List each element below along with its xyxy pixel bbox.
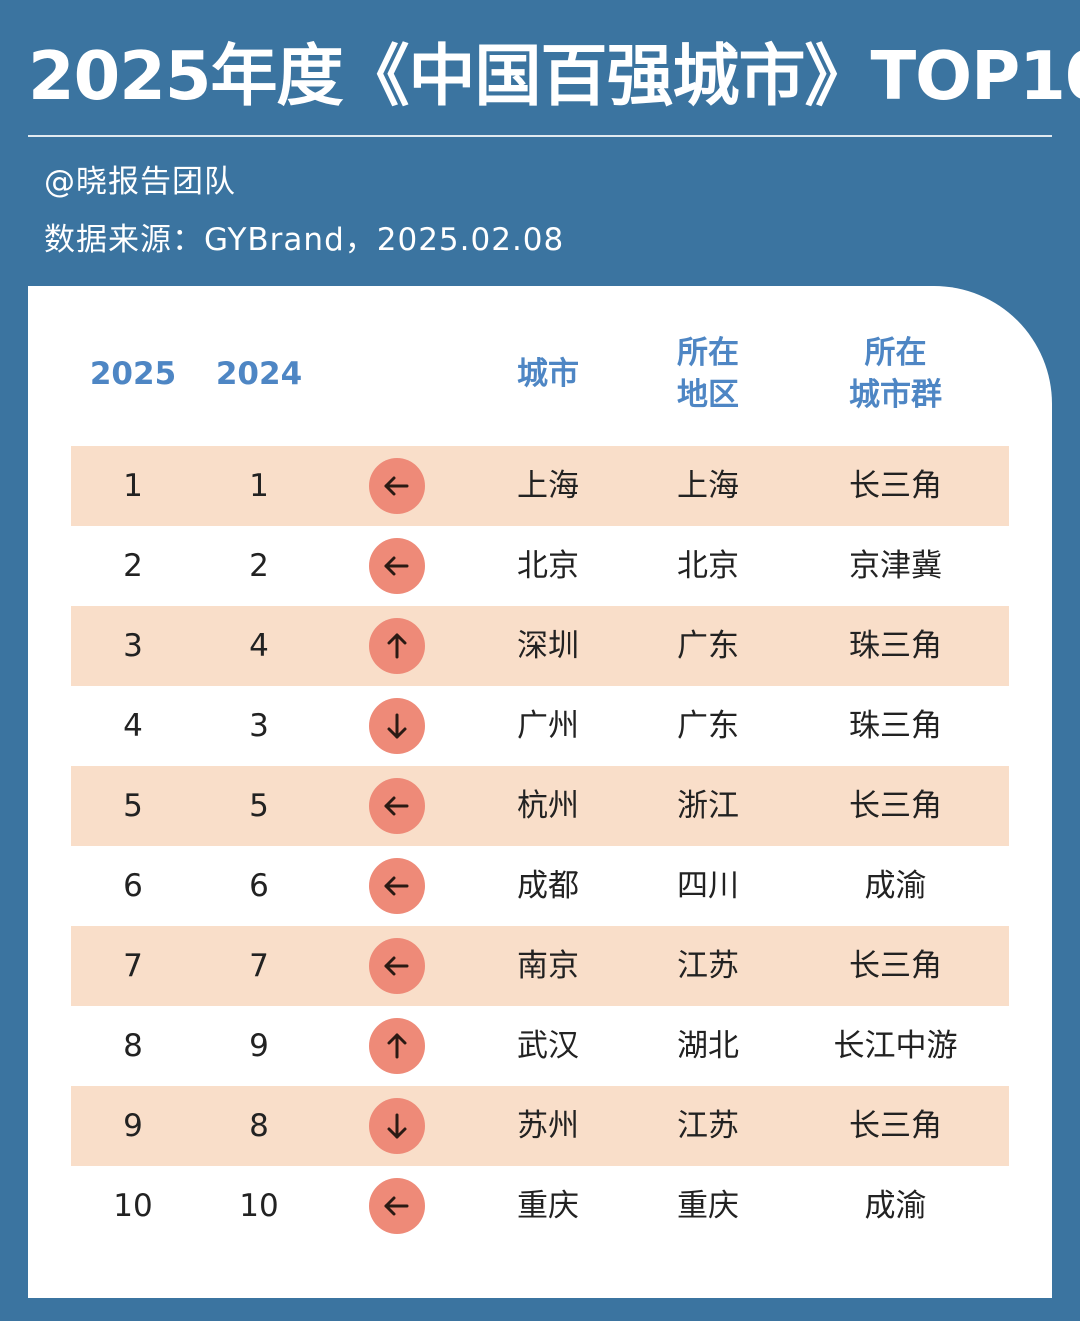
- cell-cluster: 珠三角: [849, 628, 942, 664]
- cell-region: 浙江: [677, 788, 739, 824]
- cell-rank-2025: 1: [123, 468, 143, 504]
- cell-city: 南京: [517, 948, 579, 984]
- arrow-left-icon: [369, 458, 425, 514]
- cell-cluster: 长三角: [849, 1108, 942, 1144]
- arrow-up-icon: [369, 618, 425, 674]
- table-row: 3 4 深圳 广东 珠三角: [71, 606, 1009, 686]
- arrow-up-icon: [369, 1018, 425, 1074]
- cell-rank-2024: 9: [249, 1028, 269, 1064]
- cell-rank-2024: 6: [249, 868, 269, 904]
- table-body: 1 1 上海 上海 长三角 2 2 北京 北京 京津冀 3 4 深圳 广东 珠三角 4 3 广州 广东 珠三角 5 5 杭州…: [71, 446, 1009, 1246]
- cell-rank-2025: 8: [123, 1028, 143, 1064]
- arrow-left-icon: [369, 778, 425, 834]
- cell-region: 重庆: [677, 1188, 739, 1224]
- cell-cluster: 长江中游: [833, 1028, 958, 1064]
- cell-cluster: 成渝: [864, 868, 927, 904]
- cell-cluster: 成渝: [864, 1188, 927, 1224]
- table-row: 7 7 南京 江苏 长三角: [71, 926, 1009, 1006]
- table-row: 8 9 武汉 湖北 长江中游: [71, 1006, 1009, 1086]
- cell-rank-2024: 2: [249, 548, 269, 584]
- cell-city: 成都: [517, 868, 579, 904]
- table-row: 10 10 重庆 重庆 成渝: [71, 1166, 1009, 1246]
- title-divider: [28, 135, 1052, 137]
- cell-city: 广州: [517, 708, 579, 744]
- header-region-line-1: 所在: [677, 335, 739, 371]
- header-city: 城市: [517, 356, 579, 392]
- cell-cluster: 长三角: [849, 468, 942, 504]
- arrow-down-icon: [369, 1098, 425, 1154]
- cell-rank-2025: 9: [123, 1108, 143, 1144]
- cell-region: 四川: [677, 868, 739, 904]
- header-cluster-line-1: 所在: [864, 335, 927, 371]
- table-row: 5 5 杭州 浙江 长三角: [71, 766, 1009, 846]
- arrow-left-icon: [369, 858, 425, 914]
- cell-rank-2025: 3: [123, 628, 143, 664]
- cell-rank-2025: 4: [123, 708, 143, 744]
- cell-region: 广东: [677, 628, 739, 664]
- cell-rank-2025: 5: [123, 788, 143, 824]
- cell-rank-2025: 2: [123, 548, 143, 584]
- arrow-down-icon: [369, 698, 425, 754]
- header-region: 所在 地区: [628, 329, 788, 419]
- cell-rank-2025: 6: [123, 868, 143, 904]
- table-row: 4 3 广州 广东 珠三角: [71, 686, 1009, 766]
- ranking-table-card: 2025 2024 城市 所在 地区 所在 城市群 1 1 上海 上海 长三角 2 2 北京北…: [28, 286, 1052, 1298]
- cell-rank-2024: 3: [249, 708, 269, 744]
- author-credit: @晓报告团队: [44, 164, 236, 200]
- cell-region: 江苏: [677, 1108, 739, 1144]
- header-region-line-2: 地区: [677, 377, 739, 413]
- header-cluster-line-2: 城市群: [849, 377, 942, 413]
- header-cluster: 所在 城市群: [788, 329, 1003, 419]
- cell-region: 北京: [677, 548, 739, 584]
- cell-rank-2024: 10: [239, 1188, 279, 1224]
- arrow-left-icon: [369, 1178, 425, 1234]
- cell-region: 湖北: [677, 1028, 739, 1064]
- cell-cluster: 长三角: [849, 948, 942, 984]
- page-title: 2025年度《中国百强城市》TOP10: [28, 37, 1080, 115]
- header-rank-2024: 2024: [215, 356, 303, 392]
- cell-cluster: 京津冀: [849, 548, 942, 584]
- cell-city: 武汉: [517, 1028, 579, 1064]
- cell-rank-2025: 7: [123, 948, 143, 984]
- cell-rank-2025: 10: [113, 1188, 153, 1224]
- cell-city: 杭州: [517, 788, 579, 824]
- cell-city: 北京: [517, 548, 579, 584]
- cell-cluster: 珠三角: [849, 708, 942, 744]
- table-row: 2 2 北京 北京 京津冀: [71, 526, 1009, 606]
- cell-city: 重庆: [517, 1188, 579, 1224]
- header-rank-2025: 2025: [89, 356, 177, 392]
- arrow-left-icon: [369, 938, 425, 994]
- cell-region: 广东: [677, 708, 739, 744]
- table-row: 1 1 上海 上海 长三角: [71, 446, 1009, 526]
- cell-region: 江苏: [677, 948, 739, 984]
- cell-city: 上海: [517, 468, 579, 504]
- cell-rank-2024: 8: [249, 1108, 269, 1144]
- cell-rank-2024: 5: [249, 788, 269, 824]
- cell-city: 苏州: [517, 1108, 579, 1144]
- cell-rank-2024: 7: [249, 948, 269, 984]
- cell-cluster: 长三角: [849, 788, 942, 824]
- cell-city: 深圳: [517, 628, 579, 664]
- data-source: 数据来源：GYBrand，2025.02.08: [44, 222, 565, 258]
- table-row: 9 8 苏州 江苏 长三角: [71, 1086, 1009, 1166]
- cell-rank-2024: 4: [249, 628, 269, 664]
- arrow-left-icon: [369, 538, 425, 594]
- cell-rank-2024: 1: [249, 468, 269, 504]
- table-row: 6 6 成都 四川 成渝: [71, 846, 1009, 926]
- cell-region: 上海: [677, 468, 739, 504]
- table-header: 2025 2024 城市 所在 地区 所在 城市群: [28, 329, 1052, 419]
